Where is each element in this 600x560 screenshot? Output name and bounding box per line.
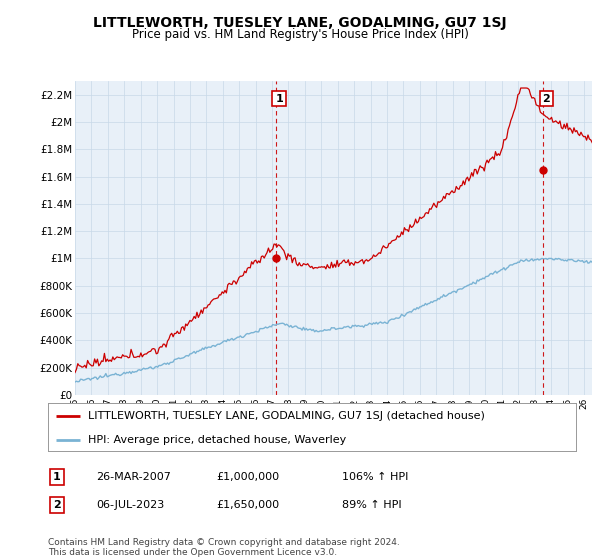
Text: £1,650,000: £1,650,000 (216, 500, 279, 510)
Text: LITTLEWORTH, TUESLEY LANE, GODALMING, GU7 1SJ: LITTLEWORTH, TUESLEY LANE, GODALMING, GU… (93, 16, 507, 30)
Text: Contains HM Land Registry data © Crown copyright and database right 2024.
This d: Contains HM Land Registry data © Crown c… (48, 538, 400, 557)
Text: Price paid vs. HM Land Registry's House Price Index (HPI): Price paid vs. HM Land Registry's House … (131, 28, 469, 41)
Text: 2: 2 (53, 500, 61, 510)
Text: HPI: Average price, detached house, Waverley: HPI: Average price, detached house, Wave… (88, 435, 346, 445)
Text: 06-JUL-2023: 06-JUL-2023 (96, 500, 164, 510)
Text: 2: 2 (542, 94, 550, 104)
Text: 1: 1 (53, 472, 61, 482)
Text: LITTLEWORTH, TUESLEY LANE, GODALMING, GU7 1SJ (detached house): LITTLEWORTH, TUESLEY LANE, GODALMING, GU… (88, 411, 484, 421)
Text: 26-MAR-2007: 26-MAR-2007 (96, 472, 171, 482)
Text: 1: 1 (275, 94, 283, 104)
Text: £1,000,000: £1,000,000 (216, 472, 279, 482)
Text: 106% ↑ HPI: 106% ↑ HPI (342, 472, 409, 482)
Text: 89% ↑ HPI: 89% ↑ HPI (342, 500, 401, 510)
